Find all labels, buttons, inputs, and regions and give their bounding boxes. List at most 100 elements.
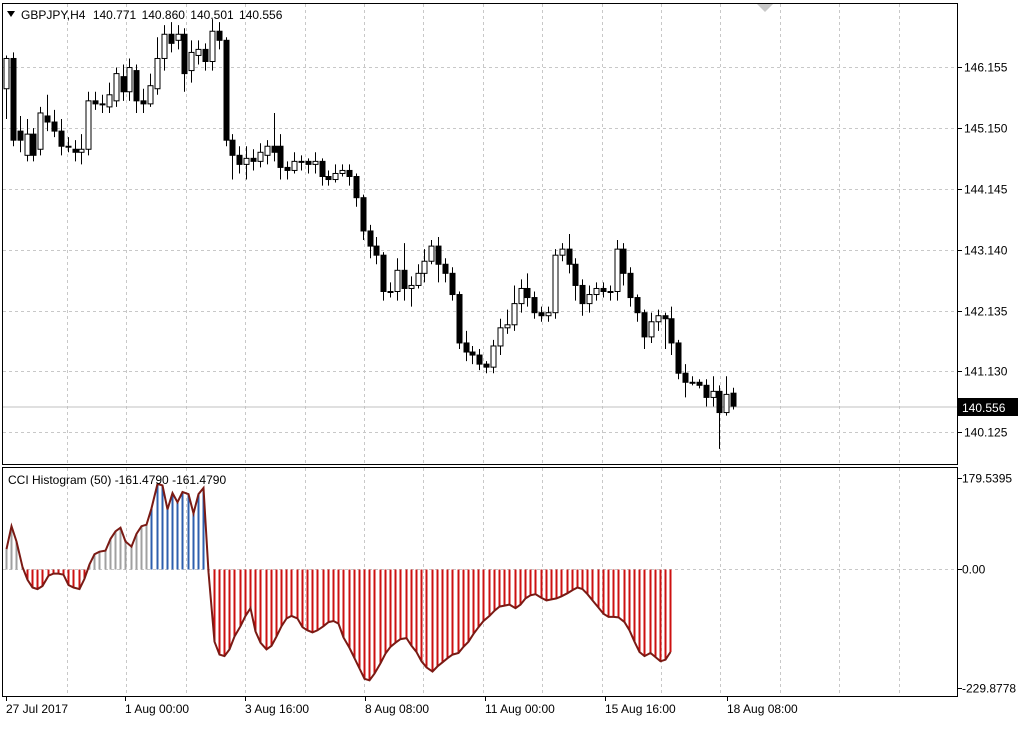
candle	[85, 91, 92, 156]
candle	[10, 52, 17, 147]
candle	[367, 224, 374, 259]
candle	[72, 140, 79, 162]
candle	[168, 22, 175, 53]
candle	[668, 306, 675, 356]
time-tick-label: 15 Aug 16:00	[605, 702, 676, 716]
candle	[538, 306, 545, 322]
candle	[710, 376, 717, 407]
candle	[497, 318, 504, 356]
candle	[264, 140, 271, 165]
candle	[675, 339, 682, 380]
candle	[113, 67, 120, 107]
candle	[531, 291, 538, 319]
candle	[181, 28, 188, 92]
candle	[689, 376, 696, 386]
candle	[78, 134, 85, 165]
price-tick-label: 143.140	[964, 244, 1008, 258]
candle	[202, 43, 209, 71]
candle	[229, 134, 236, 180]
candle	[24, 119, 31, 162]
indicator-pane[interactable]	[2, 467, 958, 697]
candle	[572, 258, 579, 301]
candle	[360, 194, 367, 241]
candle	[140, 88, 147, 113]
candle	[634, 294, 641, 322]
candle	[483, 361, 490, 374]
candle	[476, 349, 483, 371]
candle	[209, 19, 216, 71]
candle	[51, 109, 58, 138]
price-tick-label: 145.150	[964, 122, 1008, 136]
candle	[380, 252, 387, 301]
candle	[518, 279, 525, 313]
candle	[161, 25, 168, 71]
candle	[373, 237, 380, 265]
candle	[175, 25, 182, 50]
candle	[17, 115, 24, 153]
candlestick-series	[3, 19, 737, 449]
indicator-axis: 179.5395 0.00 -229.8778	[957, 472, 1016, 696]
candle	[92, 91, 99, 110]
indicator-tick-label: -229.8778	[962, 682, 1016, 696]
candle	[456, 291, 463, 349]
price-tick-label: 141.130	[964, 365, 1008, 379]
candle	[284, 161, 291, 180]
candle	[223, 37, 230, 147]
candle	[37, 106, 44, 156]
candle	[325, 170, 332, 186]
candle	[401, 243, 408, 301]
candle	[703, 379, 710, 407]
time-tick-label: 11 Aug 00:00	[485, 702, 555, 716]
indicator-tick-label: 179.5395	[962, 472, 1012, 486]
time-tick-label: 1 Aug 00:00	[125, 702, 189, 716]
triangle-down-icon[interactable]	[7, 11, 15, 17]
candle	[662, 312, 669, 349]
indicator-tick-label: 0.00	[962, 563, 986, 577]
candle	[346, 164, 353, 186]
candle	[353, 173, 360, 207]
candle	[99, 94, 106, 113]
time-tick-label: 8 Aug 08:00	[365, 702, 429, 716]
candle	[723, 376, 730, 416]
candle	[511, 285, 518, 331]
cci-histogram-series	[5, 483, 672, 681]
candle	[3, 55, 10, 119]
candle	[30, 128, 37, 162]
candle	[716, 385, 723, 449]
price-pane[interactable]	[2, 3, 958, 465]
candle	[552, 249, 559, 319]
price-axis: 146.155 145.150 144.145 143.140 142.135 141.1…	[957, 61, 1008, 440]
candle	[648, 312, 655, 343]
candle	[428, 240, 435, 265]
time-tick-label: 27 Jul 2017	[6, 702, 68, 716]
candle	[463, 330, 470, 362]
candle	[243, 146, 250, 180]
time-axis: 27 Jul 2017 1 Aug 00:00 3 Aug 16:00 8 Aug 0…	[6, 696, 798, 716]
candle	[469, 345, 476, 365]
candle	[641, 309, 648, 349]
candle	[133, 64, 140, 113]
triangle-down-shift-icon[interactable]	[757, 4, 773, 12]
time-tick-label: 3 Aug 16:00	[245, 702, 309, 716]
indicator-title: CCI Histogram (50) -161.4790 -161.4790	[8, 473, 226, 487]
candle	[305, 158, 312, 174]
candle	[126, 58, 133, 101]
candle	[236, 146, 243, 174]
candle	[620, 243, 627, 286]
candle	[490, 339, 497, 374]
candle	[339, 164, 346, 177]
candle	[271, 112, 278, 162]
candle	[579, 279, 586, 316]
candle	[730, 387, 737, 410]
candle	[319, 158, 326, 186]
candle	[415, 264, 422, 289]
candle	[586, 285, 593, 313]
price-tick-label: 146.155	[964, 61, 1008, 75]
candle	[387, 282, 394, 298]
candle	[408, 276, 415, 307]
candle	[250, 149, 257, 171]
candle	[614, 240, 621, 301]
price-tick-label: 142.135	[964, 305, 1008, 319]
candle	[442, 258, 449, 283]
candle	[120, 64, 127, 101]
